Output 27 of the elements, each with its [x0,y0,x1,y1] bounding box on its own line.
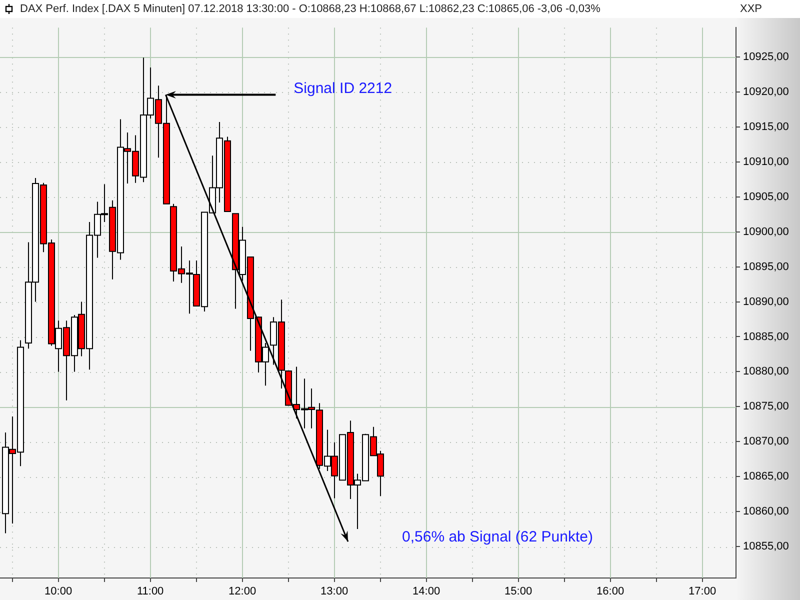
x-tick-label: 17:00 [688,586,716,598]
chart-title: DAX Perf. Index [.DAX 5 Minuten] 07.12.2018 13:30:00 - O:10868,23 H:10868,67 L:10862,23 C:10865,06 -3,06 -0,03% [20,2,600,17]
annotation: 0,56% ab Signal (62 Punkte) [402,528,593,546]
x-tick-label: 11:00 [136,586,164,598]
x-tick-label: 14:00 [412,586,440,598]
y-tick-label: 10910,00 [743,156,789,168]
y-tick-label: 10925,00 [743,51,789,64]
annotation: Signal ID 2212 [294,80,392,97]
y-tick-label: 10875,00 [743,400,789,413]
y-tick-label: 10915,00 [743,120,789,133]
x-tick-label: 16:00 [596,586,624,598]
y-tick-label: 10870,00 [743,436,789,448]
y-tick-label: 10865,00 [743,470,789,483]
y-tick-label: 10905,00 [743,190,789,203]
y-tick-label: 10855,00 [743,540,789,553]
y-tick-label: 10920,00 [743,86,789,98]
x-tick-label: 13:00 [320,586,348,598]
y-tick-label: 10900,00 [743,226,789,238]
y-tick-label: 10880,00 [743,366,789,378]
y-tick-label: 10885,00 [743,330,789,343]
y-tick-label: 10895,00 [743,260,789,273]
y-tick-label: 10890,00 [743,296,789,308]
y-tick-label: 10860,00 [743,506,789,518]
x-tick-label: 15:00 [504,586,532,598]
y-axis-title: XXP [740,2,762,17]
x-tick-label: 10:00 [44,586,72,598]
x-tick-label: 12:00 [228,586,256,598]
